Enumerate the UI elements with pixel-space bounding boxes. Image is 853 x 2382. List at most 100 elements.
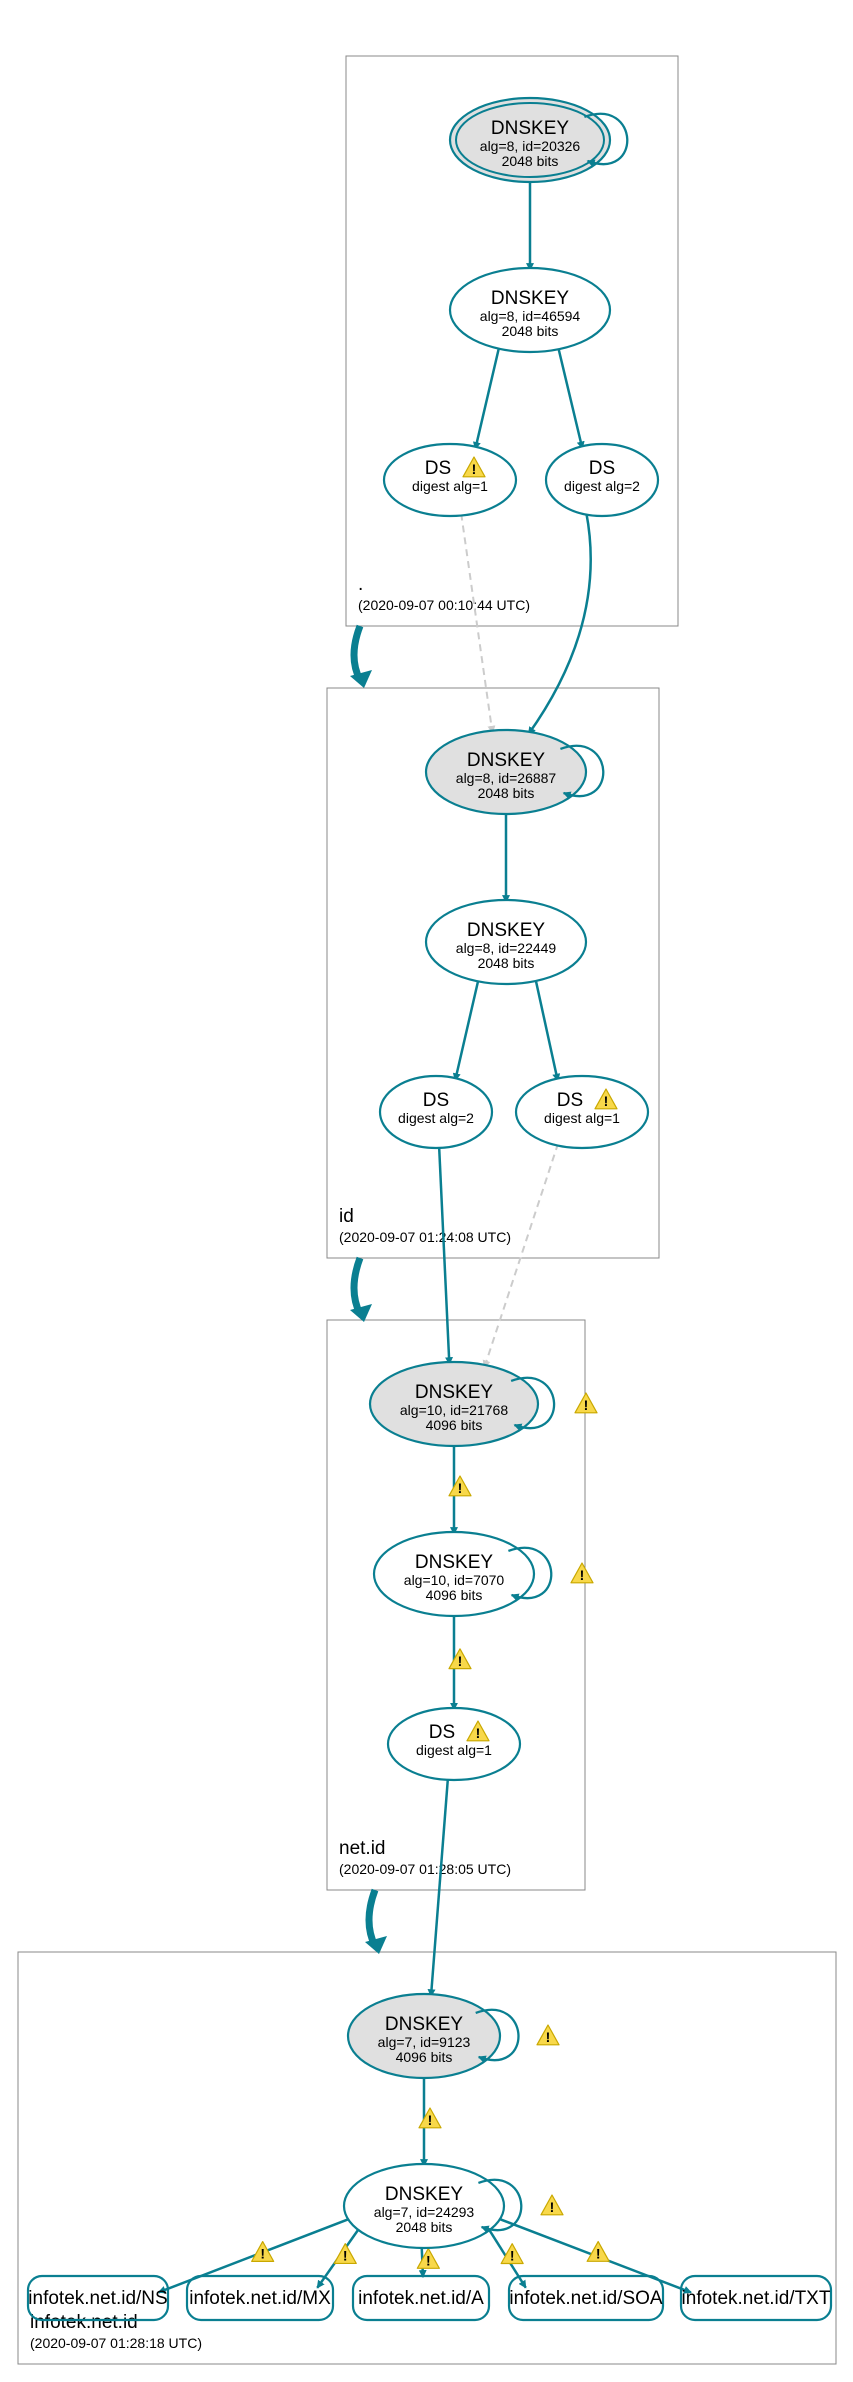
leaf-leaf_soa: infotek.net.id/SOA [509, 2276, 663, 2320]
warning-icon: ! [541, 2195, 563, 2215]
warning-icon: ! [449, 1476, 471, 1496]
edge-inf_zsk-leaf_soa: ! [487, 2226, 526, 2288]
node-sub1: digest alg=1 [544, 1110, 620, 1126]
svg-text:(2020-09-07 01:28:05 UTC): (2020-09-07 01:28:05 UTC) [339, 1861, 511, 1877]
leaf-leaf_mx: infotek.net.id/MX [187, 2276, 333, 2320]
leaf-label: infotek.net.id/MX [189, 2288, 331, 2309]
svg-text:!: ! [426, 2253, 431, 2269]
node-title: DS [429, 1722, 455, 1743]
leaf-leaf_a: infotek.net.id/A [353, 2276, 489, 2320]
warning-icon: ! [334, 2244, 356, 2264]
node-title: DS [425, 458, 451, 479]
zone-arrow-1 [350, 1258, 372, 1322]
warning-icon: ! [417, 2248, 439, 2268]
svg-text:.: . [358, 574, 363, 595]
node-title: DNSKEY [415, 1382, 493, 1403]
svg-text:!: ! [596, 2246, 601, 2262]
warning-icon: ! [587, 2242, 609, 2262]
node-root_ksk: DNSKEYalg=8, id=203262048 bits [450, 98, 627, 182]
node-title: DNSKEY [467, 750, 545, 771]
svg-text:(2020-09-07 01:28:18 UTC): (2020-09-07 01:28:18 UTC) [30, 2335, 202, 2351]
svg-text:(2020-09-07 00:10:44 UTC): (2020-09-07 00:10:44 UTC) [358, 597, 530, 613]
node-sub2: 2048 bits [502, 153, 559, 169]
node-title: DNSKEY [385, 2184, 463, 2205]
zone-arrow-0 [350, 626, 372, 688]
node-root_ds1: DS!digest alg=1 [384, 444, 516, 516]
leaf-label: infotek.net.id/TXT [682, 2288, 831, 2309]
node-sub1: alg=10, id=7070 [404, 1572, 505, 1588]
warning-icon: ! [252, 2242, 274, 2262]
node-inf_ksk: DNSKEYalg=7, id=91234096 bits! [348, 1994, 559, 2078]
node-sub1: digest alg=2 [564, 478, 640, 494]
node-id_ds1: DS!digest alg=1 [516, 1076, 648, 1148]
node-sub1: alg=8, id=20326 [480, 138, 581, 154]
svg-text:!: ! [428, 2112, 433, 2128]
node-sub2: 4096 bits [426, 1587, 483, 1603]
edge-root_ds2-id_ksk [528, 512, 590, 734]
svg-text:!: ! [584, 1397, 589, 1413]
warning-icon: ! [419, 2108, 441, 2128]
edge-id_zsk-id_ds2 [455, 979, 478, 1080]
edge-inf_zsk-leaf_mx: ! [317, 2226, 361, 2288]
leaf-label: infotek.net.id/SOA [509, 2288, 662, 2309]
node-sub2: 2048 bits [502, 323, 559, 339]
leaf-leaf_txt: infotek.net.id/TXT [681, 2276, 831, 2320]
svg-text:!: ! [458, 1480, 463, 1496]
edge-root_ds1-id_ksk [461, 514, 492, 733]
leaf-label: infotek.net.id/A [358, 2288, 484, 2309]
node-sub1: alg=8, id=26887 [456, 770, 557, 786]
edge-inf_ksk-inf_zsk: ! [419, 2076, 441, 2166]
node-title: DS [423, 1090, 449, 1111]
warning-icon: ! [571, 1563, 593, 1583]
svg-text:!: ! [604, 1093, 609, 1109]
svg-text:(2020-09-07 01:24:08 UTC): (2020-09-07 01:24:08 UTC) [339, 1229, 511, 1245]
svg-text:!: ! [580, 1567, 585, 1583]
node-sub1: digest alg=2 [398, 1110, 474, 1126]
node-sub1: alg=8, id=22449 [456, 940, 557, 956]
node-sub2: 4096 bits [396, 2049, 453, 2065]
node-title: DNSKEY [467, 920, 545, 941]
edge-net_ksk-net_zsk: ! [449, 1444, 471, 1534]
svg-text:!: ! [260, 2246, 265, 2262]
node-title: DS [589, 458, 615, 479]
warning-icon: ! [537, 2025, 559, 2045]
node-net_ksk: DNSKEYalg=10, id=217684096 bits! [370, 1362, 597, 1446]
svg-text:!: ! [546, 2029, 551, 2045]
edge-inf_zsk-leaf_a: ! [417, 2246, 439, 2277]
edge-root_zsk-root_ds2 [558, 347, 582, 449]
edge-net_zsk-net_ds1: ! [449, 1614, 471, 1710]
node-sub1: alg=7, id=9123 [378, 2034, 471, 2050]
node-title: DNSKEY [491, 288, 569, 309]
svg-text:!: ! [343, 2248, 348, 2264]
leaf-label: infotek.net.id/NS [28, 2288, 167, 2309]
node-sub2: 4096 bits [426, 1417, 483, 1433]
edge-id_ds1-net_ksk [484, 1143, 558, 1367]
svg-text:!: ! [476, 1725, 481, 1741]
edge-id_ds2-net_ksk [439, 1146, 449, 1364]
warning-icon: ! [575, 1393, 597, 1413]
node-sub1: digest alg=1 [416, 1742, 492, 1758]
svg-text:infotek.net.id: infotek.net.id [30, 2312, 138, 2333]
node-title: DS [557, 1090, 583, 1111]
edge-inf_zsk-leaf_ns: ! [159, 2217, 355, 2292]
node-title: DNSKEY [491, 118, 569, 139]
warning-icon: ! [449, 1649, 471, 1669]
svg-text:id: id [339, 1206, 354, 1227]
node-id_ksk: DNSKEYalg=8, id=268872048 bits [426, 730, 603, 814]
node-id_ds2: DSdigest alg=2 [380, 1076, 492, 1148]
node-sub2: 2048 bits [478, 955, 535, 971]
edge-net_ds1-inf_ksk [431, 1778, 448, 1996]
node-sub1: digest alg=1 [412, 478, 488, 494]
node-sub2: 2048 bits [478, 785, 535, 801]
node-id_zsk: DNSKEYalg=8, id=224492048 bits [426, 900, 586, 984]
edge-id_zsk-id_ds1 [535, 978, 557, 1080]
edge-root_zsk-root_ds1 [475, 346, 499, 449]
node-sub1: alg=7, id=24293 [374, 2204, 475, 2220]
svg-text:!: ! [510, 2248, 515, 2264]
node-net_zsk: DNSKEYalg=10, id=70704096 bits! [374, 1532, 593, 1616]
node-net_ds1: DS!digest alg=1 [388, 1708, 520, 1780]
svg-text:!: ! [550, 2199, 555, 2215]
node-root_ds2: DSdigest alg=2 [546, 444, 658, 516]
node-sub1: alg=8, id=46594 [480, 308, 581, 324]
node-sub2: 2048 bits [396, 2219, 453, 2235]
